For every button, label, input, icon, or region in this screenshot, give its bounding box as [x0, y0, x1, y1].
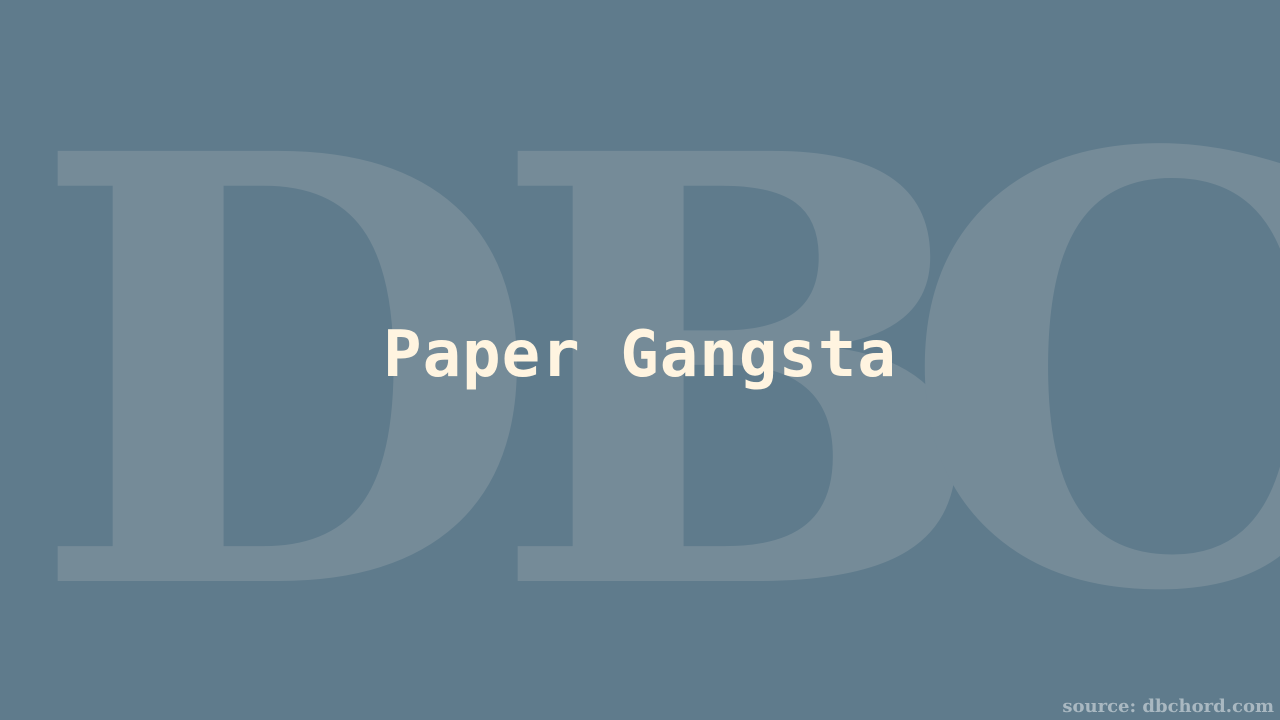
watermark-letter-c: C	[900, 28, 1280, 720]
watermark-letter-d: D	[30, 28, 542, 720]
source-credit: source: dbchord.com	[1062, 696, 1274, 717]
watermark-letter-b: B	[490, 28, 989, 720]
song-title: Paper Gangsta	[383, 318, 897, 392]
